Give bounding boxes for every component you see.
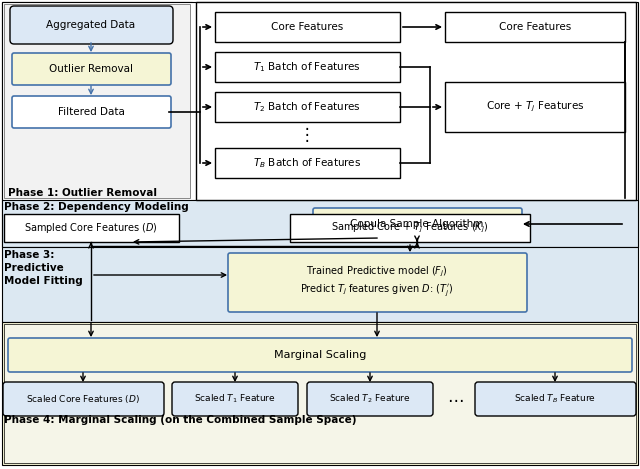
Text: Scaled $T_B$ Feature: Scaled $T_B$ Feature <box>514 393 596 405</box>
Text: Sampled Core + $T_j$ Features ($K_j$): Sampled Core + $T_j$ Features ($K_j$) <box>332 221 489 235</box>
Bar <box>215 12 400 42</box>
Text: Filtered Data: Filtered Data <box>58 107 124 117</box>
Text: Scaled $T_1$ Feature: Scaled $T_1$ Feature <box>194 393 276 405</box>
Text: Copula Sample Algorithm: Copula Sample Algorithm <box>350 219 484 229</box>
Text: Outlier Removal: Outlier Removal <box>49 64 133 74</box>
Text: Phase 3:: Phase 3: <box>4 250 54 260</box>
Text: Trained Predictive model ($F_j$): Trained Predictive model ($F_j$) <box>306 265 448 279</box>
Text: Core + $T_j$ Features: Core + $T_j$ Features <box>486 100 584 114</box>
FancyBboxPatch shape <box>12 96 171 128</box>
FancyBboxPatch shape <box>10 6 173 44</box>
Bar <box>2 2 192 200</box>
Text: Core Features: Core Features <box>499 22 571 32</box>
Text: Predictive: Predictive <box>4 263 64 273</box>
Text: Core Features: Core Features <box>271 22 343 32</box>
Text: Model Fitting: Model Fitting <box>4 276 83 286</box>
Text: $T_1$ Batch of Features: $T_1$ Batch of Features <box>253 60 361 74</box>
FancyBboxPatch shape <box>475 382 636 416</box>
Bar <box>2 322 638 465</box>
Bar <box>4 214 179 242</box>
Text: Aggregated Data: Aggregated Data <box>47 20 136 30</box>
FancyBboxPatch shape <box>3 382 164 416</box>
Bar <box>4 4 190 198</box>
Bar <box>196 2 636 200</box>
FancyBboxPatch shape <box>307 382 433 416</box>
Bar <box>215 52 400 82</box>
FancyBboxPatch shape <box>12 53 171 85</box>
Text: Scaled Core Features ($D$): Scaled Core Features ($D$) <box>26 393 140 405</box>
Bar <box>215 148 400 178</box>
Text: Predict $T_j$ features given $D$: ($T_j'$): Predict $T_j$ features given $D$: ($T_j'… <box>300 282 454 298</box>
Bar <box>290 214 530 242</box>
Text: Scaled $T_2$ Feature: Scaled $T_2$ Feature <box>329 393 411 405</box>
Text: Phase 1: Outlier Removal: Phase 1: Outlier Removal <box>8 188 157 198</box>
Bar <box>445 82 625 132</box>
Bar <box>445 12 625 42</box>
Text: Phase 2: Dependency Modeling: Phase 2: Dependency Modeling <box>4 202 189 212</box>
FancyBboxPatch shape <box>8 338 632 372</box>
Bar <box>215 92 400 122</box>
Text: Marginal Scaling: Marginal Scaling <box>274 350 366 360</box>
Bar <box>2 200 638 247</box>
Text: $T_2$ Batch of Features: $T_2$ Batch of Features <box>253 100 361 114</box>
Bar <box>2 2 638 247</box>
FancyBboxPatch shape <box>313 208 522 240</box>
Bar <box>2 247 638 322</box>
Text: $T_B$ Batch of Features: $T_B$ Batch of Features <box>253 156 361 170</box>
FancyBboxPatch shape <box>228 253 527 312</box>
FancyBboxPatch shape <box>172 382 298 416</box>
Text: $\cdots$: $\cdots$ <box>447 390 463 408</box>
Text: Sampled Core Features ($D$): Sampled Core Features ($D$) <box>24 221 158 235</box>
Text: Phase 4: Marginal Scaling (on the Combined Sample Space): Phase 4: Marginal Scaling (on the Combin… <box>4 415 356 425</box>
Text: ⋮: ⋮ <box>299 126 316 144</box>
Bar <box>4 324 636 463</box>
